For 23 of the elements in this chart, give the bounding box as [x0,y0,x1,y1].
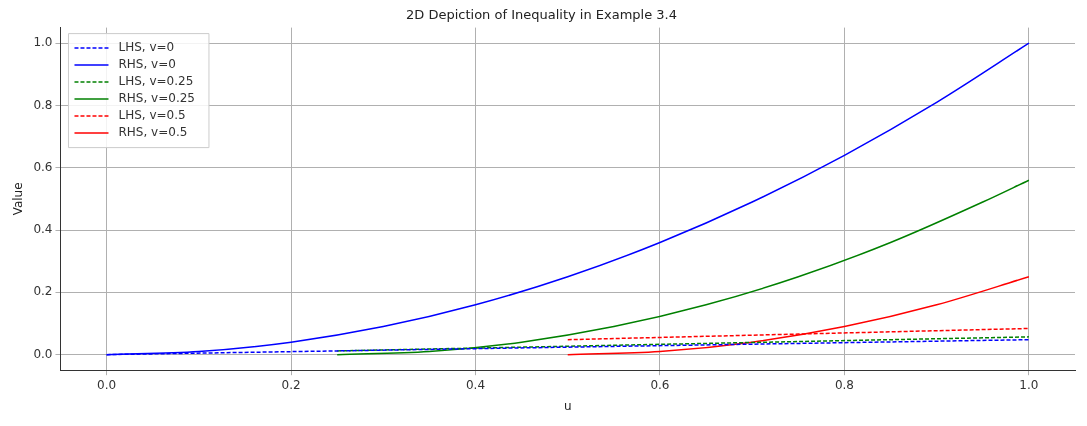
x-tick-label: 0.2 [281,377,301,392]
legend-label: RHS, v=0.25 [118,91,195,106]
y-axis-title: Value [11,182,26,216]
y-tick-label: 0.8 [33,97,53,112]
line-series [336,179,1030,356]
x-tick-label: 0.8 [834,377,854,392]
legend-label: LHS, v=0.25 [118,74,194,89]
x-tick-label: 0.6 [650,377,670,392]
legend-label: RHS, v=0.5 [118,125,188,140]
x-tick-label: 0.0 [97,377,117,392]
y-tick-label: 0.6 [33,159,53,174]
y-tick-label: 0.0 [33,346,53,361]
x-tick-label: 1.0 [1019,377,1039,392]
legend-label: RHS, v=0 [118,57,176,72]
y-tick-label: 1.0 [33,35,53,50]
legend-label: LHS, v=0 [118,40,175,55]
x-axis-title: u [563,398,572,413]
y-tick-label: 0.4 [33,222,53,237]
y-tick-label: 0.2 [33,284,53,299]
chart-title: 2D Depiction of Inequality in Example 3.4 [406,7,677,23]
legend-label: LHS, v=0.5 [118,108,186,123]
line-series [566,276,1030,356]
x-tick-label: 0.4 [465,377,486,392]
